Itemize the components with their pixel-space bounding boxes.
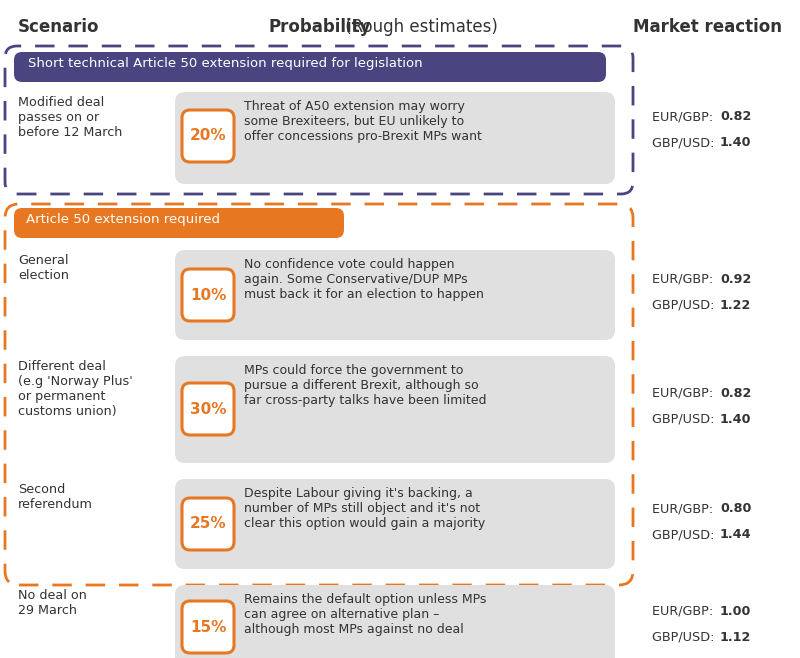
- Text: 1.12: 1.12: [720, 631, 751, 644]
- FancyBboxPatch shape: [182, 110, 234, 162]
- Text: Modified deal
passes on or
before 12 March: Modified deal passes on or before 12 Mar…: [18, 96, 122, 139]
- Text: EUR/GBP:: EUR/GBP:: [652, 605, 718, 618]
- Text: Scenario: Scenario: [18, 18, 99, 36]
- Text: 1.22: 1.22: [720, 299, 751, 312]
- FancyBboxPatch shape: [175, 356, 615, 463]
- Text: No deal on
29 March: No deal on 29 March: [18, 589, 87, 617]
- Text: 0.82: 0.82: [720, 387, 751, 400]
- Text: Market reaction: Market reaction: [633, 18, 782, 36]
- Text: 1.00: 1.00: [720, 605, 751, 618]
- Text: 1.40: 1.40: [720, 413, 751, 426]
- FancyBboxPatch shape: [175, 250, 615, 340]
- Text: 30%: 30%: [190, 401, 226, 417]
- Text: GBP/USD:: GBP/USD:: [652, 299, 718, 312]
- Text: 0.80: 0.80: [720, 502, 751, 515]
- FancyBboxPatch shape: [182, 601, 234, 653]
- Text: Article 50 extension required: Article 50 extension required: [26, 213, 220, 226]
- Text: 15%: 15%: [190, 619, 226, 634]
- Text: General
election: General election: [18, 254, 69, 282]
- Text: EUR/GBP:: EUR/GBP:: [652, 502, 718, 515]
- Text: GBP/USD:: GBP/USD:: [652, 136, 718, 149]
- Text: GBP/USD:: GBP/USD:: [652, 528, 718, 541]
- Text: (Rough estimates): (Rough estimates): [340, 18, 498, 36]
- Text: 10%: 10%: [190, 288, 226, 303]
- Text: EUR/GBP:: EUR/GBP:: [652, 110, 718, 123]
- Text: Probability: Probability: [268, 18, 370, 36]
- Text: 20%: 20%: [190, 128, 226, 143]
- FancyBboxPatch shape: [14, 208, 344, 238]
- FancyBboxPatch shape: [182, 383, 234, 435]
- Text: Despite Labour giving it's backing, a
number of MPs still object and it's not
cl: Despite Labour giving it's backing, a nu…: [244, 487, 486, 530]
- Text: EUR/GBP:: EUR/GBP:: [652, 387, 718, 400]
- Text: 0.82: 0.82: [720, 110, 751, 123]
- FancyBboxPatch shape: [175, 92, 615, 184]
- FancyBboxPatch shape: [175, 479, 615, 569]
- Text: GBP/USD:: GBP/USD:: [652, 413, 718, 426]
- Text: GBP/USD:: GBP/USD:: [652, 631, 718, 644]
- Text: 1.44: 1.44: [720, 528, 752, 541]
- Text: 1.40: 1.40: [720, 136, 751, 149]
- Text: No confidence vote could happen
again. Some Conservative/DUP MPs
must back it fo: No confidence vote could happen again. S…: [244, 258, 484, 301]
- Text: 0.92: 0.92: [720, 273, 751, 286]
- Text: Threat of A50 extension may worry
some Brexiteers, but EU unlikely to
offer conc: Threat of A50 extension may worry some B…: [244, 100, 482, 143]
- FancyBboxPatch shape: [175, 585, 615, 658]
- Text: Short technical Article 50 extension required for legislation: Short technical Article 50 extension req…: [28, 57, 422, 70]
- FancyBboxPatch shape: [182, 498, 234, 550]
- Text: Second
referendum: Second referendum: [18, 483, 93, 511]
- Text: 25%: 25%: [190, 517, 226, 532]
- FancyBboxPatch shape: [14, 52, 606, 82]
- Text: Different deal
(e.g 'Norway Plus'
or permanent
customs union): Different deal (e.g 'Norway Plus' or per…: [18, 360, 133, 418]
- FancyBboxPatch shape: [182, 269, 234, 321]
- Text: Remains the default option unless MPs
can agree on alternative plan –
although m: Remains the default option unless MPs ca…: [244, 593, 486, 636]
- Text: EUR/GBP:: EUR/GBP:: [652, 273, 718, 286]
- Text: MPs could force the government to
pursue a different Brexit, although so
far cro: MPs could force the government to pursue…: [244, 364, 486, 407]
